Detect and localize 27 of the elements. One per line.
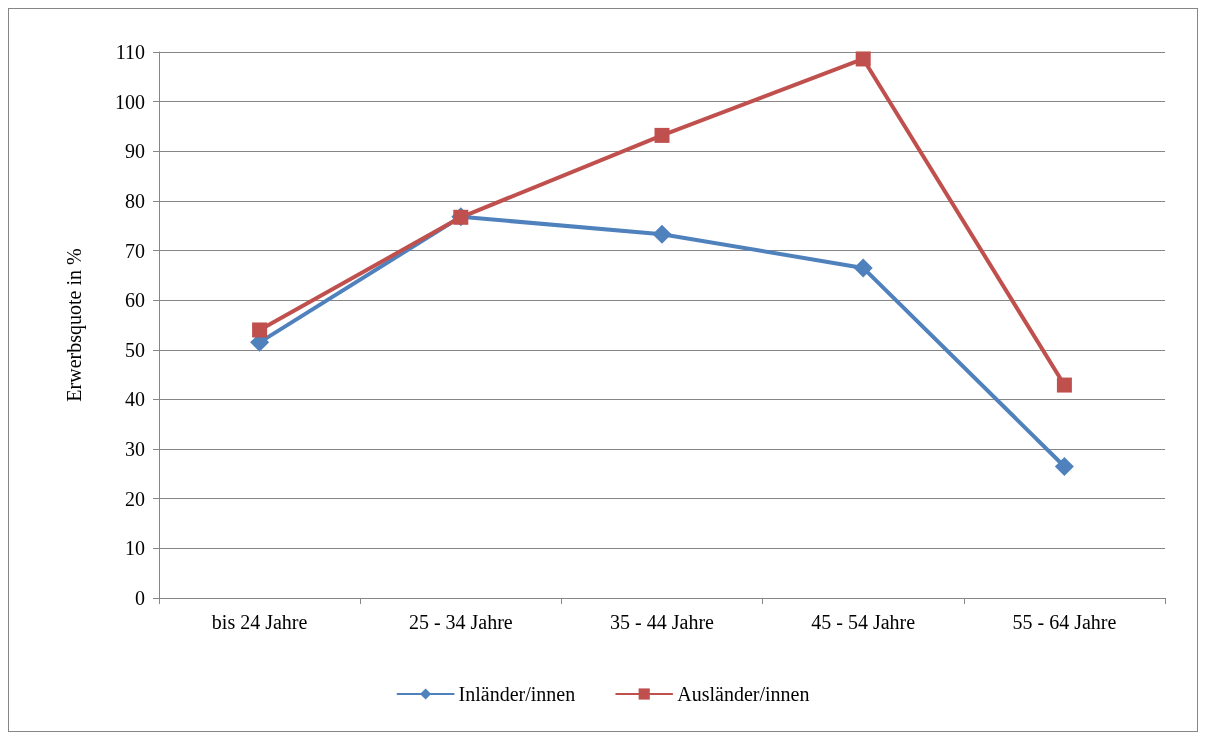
y-tick-label: 30 — [125, 438, 145, 461]
y-tick-label: 100 — [115, 90, 145, 113]
point — [1054, 456, 1074, 476]
x-tick-label: 35 - 44 Jahre — [610, 611, 715, 633]
point — [1056, 377, 1072, 393]
y-axis-title: Erwerbsquote in % — [63, 248, 86, 402]
y-tick-label: 70 — [125, 239, 145, 262]
y-tick-label: 50 — [125, 338, 145, 361]
x-tick-label: 55 - 64 Jahre — [1012, 611, 1117, 633]
x-tick-label: 45 - 54 Jahre — [811, 611, 916, 633]
point — [855, 51, 871, 67]
y-tick-label: 60 — [125, 289, 145, 312]
point — [853, 258, 873, 278]
legend-label: Inländer/innen — [458, 683, 576, 705]
y-tick-label: 10 — [125, 537, 145, 560]
y-tick-label: 110 — [115, 41, 145, 63]
y-tick-label: 0 — [135, 587, 145, 609]
point — [652, 224, 672, 244]
x-tick-label: 25 - 34 Jahre — [408, 611, 513, 633]
legend-label: Ausländer/innen — [677, 683, 810, 705]
y-tick-label: 20 — [125, 487, 145, 510]
y-tick-label: 90 — [125, 140, 145, 163]
x-tick-label: bis 24 Jahre — [211, 611, 308, 633]
y-tick-label: 80 — [125, 189, 145, 212]
point — [252, 322, 268, 338]
point — [654, 127, 670, 143]
y-tick-label: 40 — [125, 388, 145, 411]
